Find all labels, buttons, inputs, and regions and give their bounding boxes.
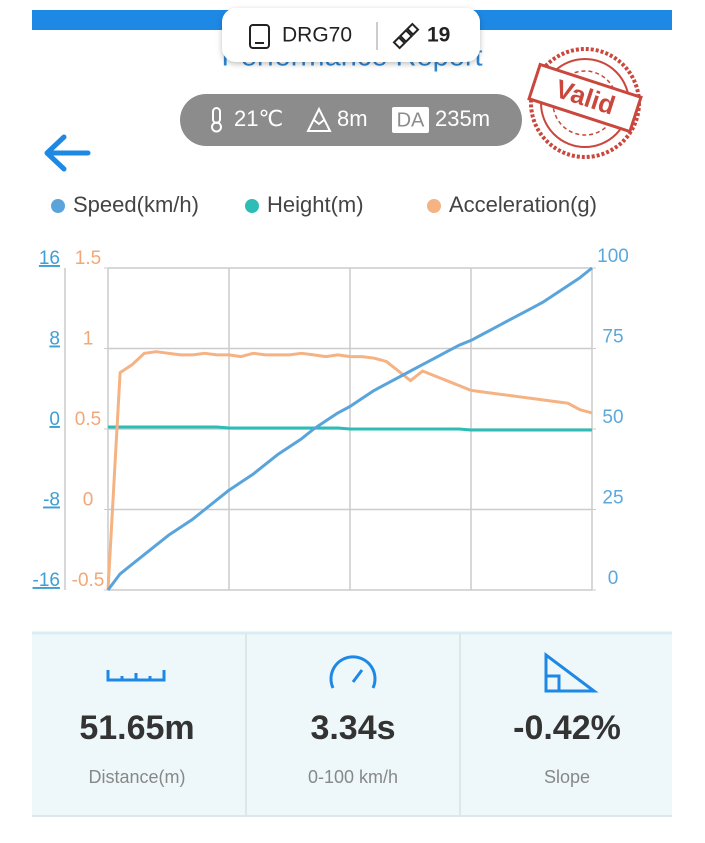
stat-label: Slope [544, 767, 590, 787]
altitude: 8m [337, 106, 368, 131]
slope-icon [544, 652, 599, 693]
stats-panel [32, 632, 672, 816]
legend-marker [245, 199, 259, 213]
y2-tick-label: 75 [602, 327, 623, 348]
legend-label: Acceleration(g) [449, 192, 597, 217]
da-badge [392, 107, 429, 133]
device-name: DRG70 [282, 24, 352, 47]
conditions-pill [180, 94, 522, 146]
stat-label: 0-100 km/h [308, 767, 398, 787]
legend-marker [51, 199, 65, 213]
series-line [106, 350, 593, 591]
temperature: 21℃ [234, 106, 283, 131]
stat-value: -0.42% [513, 709, 621, 747]
valid-stamp: Valid [527, 47, 643, 159]
stat-label: Distance(m) [88, 767, 185, 787]
density-altitude: 235m [435, 106, 490, 131]
y3-tick-label: 0 [83, 490, 94, 511]
altitude-icon [306, 106, 332, 132]
y2-tick-label: 25 [602, 488, 623, 509]
speed-icon [329, 655, 377, 689]
legend-label: Speed(km/h) [73, 192, 199, 217]
y3-tick-label: -0.5 [72, 570, 105, 591]
distance-icon [106, 670, 166, 682]
y2-tick-label: 50 [602, 407, 623, 428]
y3-tick-label: 0.5 [75, 409, 101, 430]
legend-marker [427, 199, 441, 213]
stat-value: 3.34s [310, 709, 395, 747]
back-button[interactable] [44, 134, 91, 172]
device-pill[interactable] [222, 8, 480, 62]
series-line [106, 266, 593, 591]
thermometer-icon [211, 107, 222, 133]
y2-tick-label: 0 [608, 568, 619, 589]
y-tick-label: -16 [33, 570, 60, 591]
satellite-count: 19 [427, 24, 450, 47]
da-label: DA [397, 109, 425, 131]
y2-tick-label: 100 [597, 246, 629, 267]
y-tick-label: 8 [49, 329, 60, 350]
series-line [108, 425, 592, 432]
satellite-icon [392, 22, 420, 50]
y3-tick-label: 1 [83, 329, 94, 350]
y-tick-label: 0 [49, 409, 60, 430]
legend-label: Height(m) [267, 192, 364, 217]
device-icon [249, 24, 270, 49]
y3-tick-label: 1.5 [75, 248, 101, 269]
y-tick-label: 16 [39, 248, 60, 269]
stat-value: 51.65m [79, 709, 194, 747]
y-tick-label: -8 [43, 490, 60, 511]
